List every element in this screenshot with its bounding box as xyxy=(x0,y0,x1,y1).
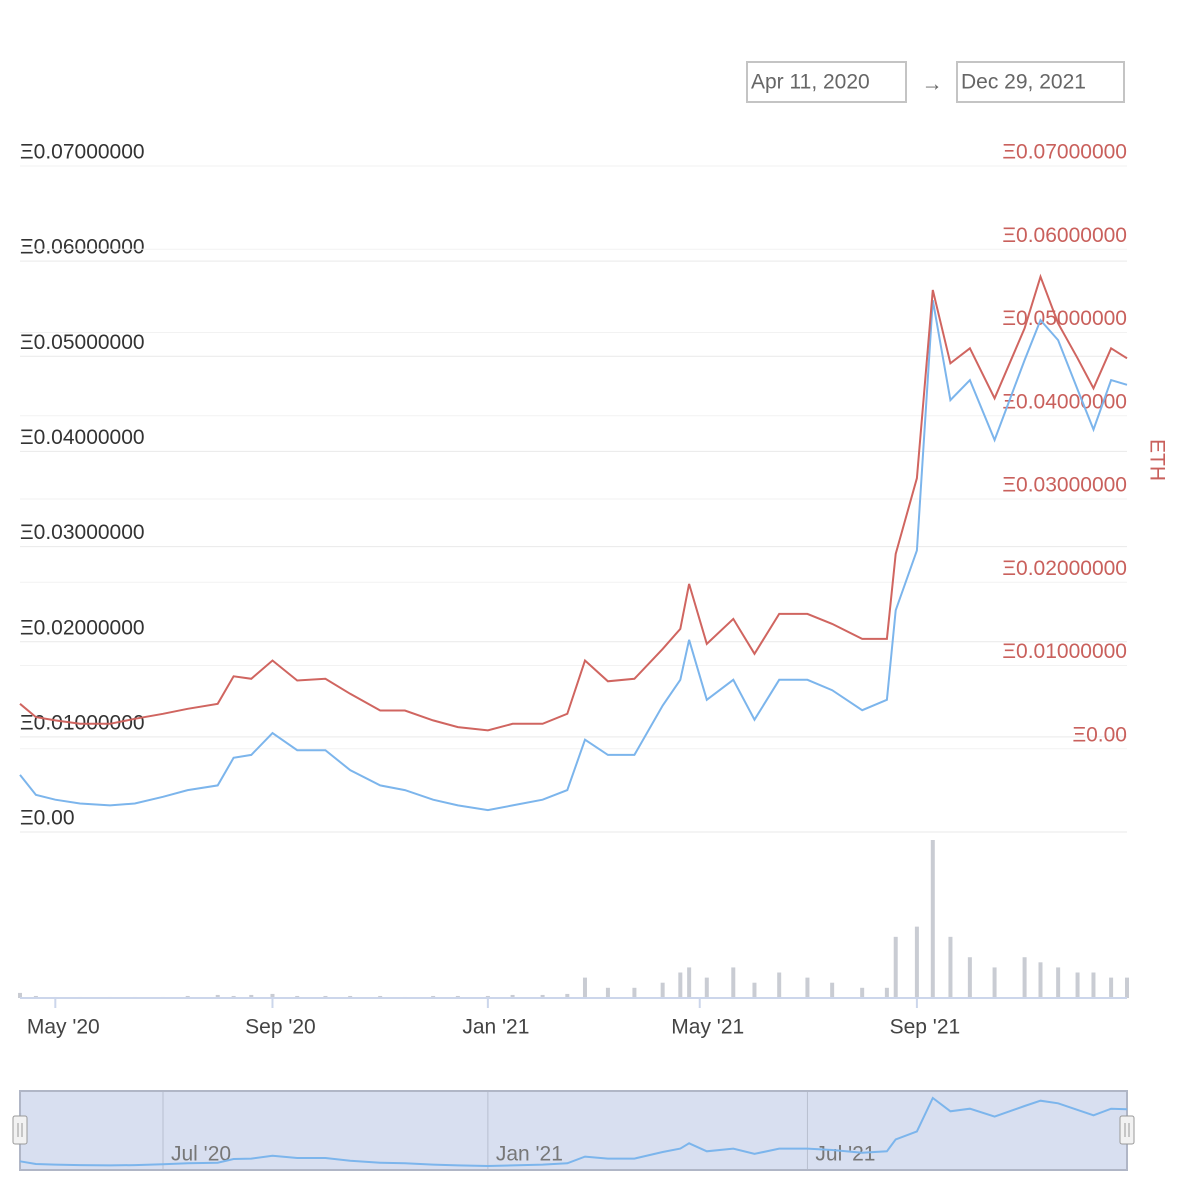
volume-bar xyxy=(678,972,683,998)
volume-bar xyxy=(884,987,889,998)
volume-bar xyxy=(295,995,300,998)
volume-bar xyxy=(830,982,835,998)
volume-bar xyxy=(632,987,637,998)
volume-bar xyxy=(660,982,665,998)
volume-bar xyxy=(777,972,782,998)
volume-bar xyxy=(731,967,736,998)
x-tick-label: Jan '21 xyxy=(462,1016,529,1039)
y2-tick-label: Ξ0.04000000 xyxy=(1002,390,1127,413)
y2-tick-label: Ξ0.00 xyxy=(1072,723,1127,746)
y2-tick-label: Ξ0.01000000 xyxy=(1002,640,1127,663)
date-to-input[interactable] xyxy=(956,61,1125,103)
date-from-input[interactable] xyxy=(746,61,907,103)
volume-bar xyxy=(1056,967,1061,998)
y-tick-label: Ξ0.03000000 xyxy=(20,521,145,544)
y2-tick-label: Ξ0.06000000 xyxy=(1002,224,1127,247)
volume-bar xyxy=(540,994,545,998)
volume-bar xyxy=(752,982,757,998)
volume-bar xyxy=(185,995,190,998)
navigator-tick-label: Jul '21 xyxy=(815,1143,875,1166)
navigator-handle[interactable] xyxy=(1119,1115,1135,1145)
y2-tick-label: Ξ0.03000000 xyxy=(1002,474,1127,497)
volume-bar xyxy=(249,994,254,998)
volume-bar xyxy=(1109,977,1114,998)
x-tick-label: Sep '20 xyxy=(245,1016,316,1039)
navigator-line xyxy=(19,1096,1128,1168)
volume-bar xyxy=(582,977,587,998)
y2-axis-title: ETH xyxy=(1145,439,1168,481)
series-line xyxy=(19,273,1128,732)
date-separator: → xyxy=(922,73,943,96)
y2-tick-label: Ξ0.05000000 xyxy=(1002,307,1127,330)
y-tick-label: Ξ0.02000000 xyxy=(20,616,145,639)
volume-bar xyxy=(687,967,692,998)
x-tick-label: Sep '21 xyxy=(890,1016,961,1039)
y-tick-label: Ξ0.04000000 xyxy=(20,426,145,449)
volume-bar xyxy=(1091,972,1096,998)
volume-bar xyxy=(378,995,383,998)
volume-bar xyxy=(270,993,275,998)
volume-bar xyxy=(967,957,972,998)
volume-bar xyxy=(431,995,436,998)
volume-bar xyxy=(704,977,709,998)
volume-bar xyxy=(231,995,236,998)
volume-bar xyxy=(33,995,38,998)
y-tick-label: Ξ0.00 xyxy=(20,807,75,830)
volume-bar xyxy=(930,840,935,998)
volume-bar xyxy=(348,995,353,998)
volume-bar xyxy=(893,936,898,998)
y-tick-label: Ξ0.06000000 xyxy=(20,236,145,259)
volume-bar xyxy=(485,995,490,998)
volume-bar xyxy=(323,995,328,998)
volume-bar xyxy=(510,994,515,998)
volume-bar xyxy=(1038,962,1043,998)
volume-bar xyxy=(455,995,460,998)
volume-bar xyxy=(948,936,953,998)
volume-bar xyxy=(805,977,810,998)
y-tick-label: Ξ0.05000000 xyxy=(20,331,145,354)
navigator-handle[interactable] xyxy=(12,1115,28,1145)
volume-bar xyxy=(215,994,220,998)
volume-bar xyxy=(860,987,865,998)
volume-bar xyxy=(605,987,610,998)
volume-bar xyxy=(565,993,570,998)
y2-tick-label: Ξ0.07000000 xyxy=(1002,141,1127,164)
volume-bar xyxy=(1075,972,1080,998)
x-tick-label: May '20 xyxy=(27,1016,100,1039)
y2-tick-label: Ξ0.02000000 xyxy=(1002,557,1127,580)
x-tick-label: May '21 xyxy=(671,1016,744,1039)
series-line xyxy=(19,300,1128,812)
volume-bar xyxy=(1022,957,1027,998)
navigator-tick-label: Jan '21 xyxy=(496,1143,563,1166)
date-to: Dec 29, 2021 xyxy=(961,71,1086,94)
date-from: Apr 11, 2020 xyxy=(751,71,870,94)
y-tick-label: Ξ0.07000000 xyxy=(20,141,145,164)
volume-bar xyxy=(18,992,22,998)
volume-bar xyxy=(1125,977,1129,998)
volume-bar xyxy=(992,967,997,998)
volume-bar xyxy=(914,926,919,998)
navigator-tick-label: Jul '20 xyxy=(171,1143,231,1166)
